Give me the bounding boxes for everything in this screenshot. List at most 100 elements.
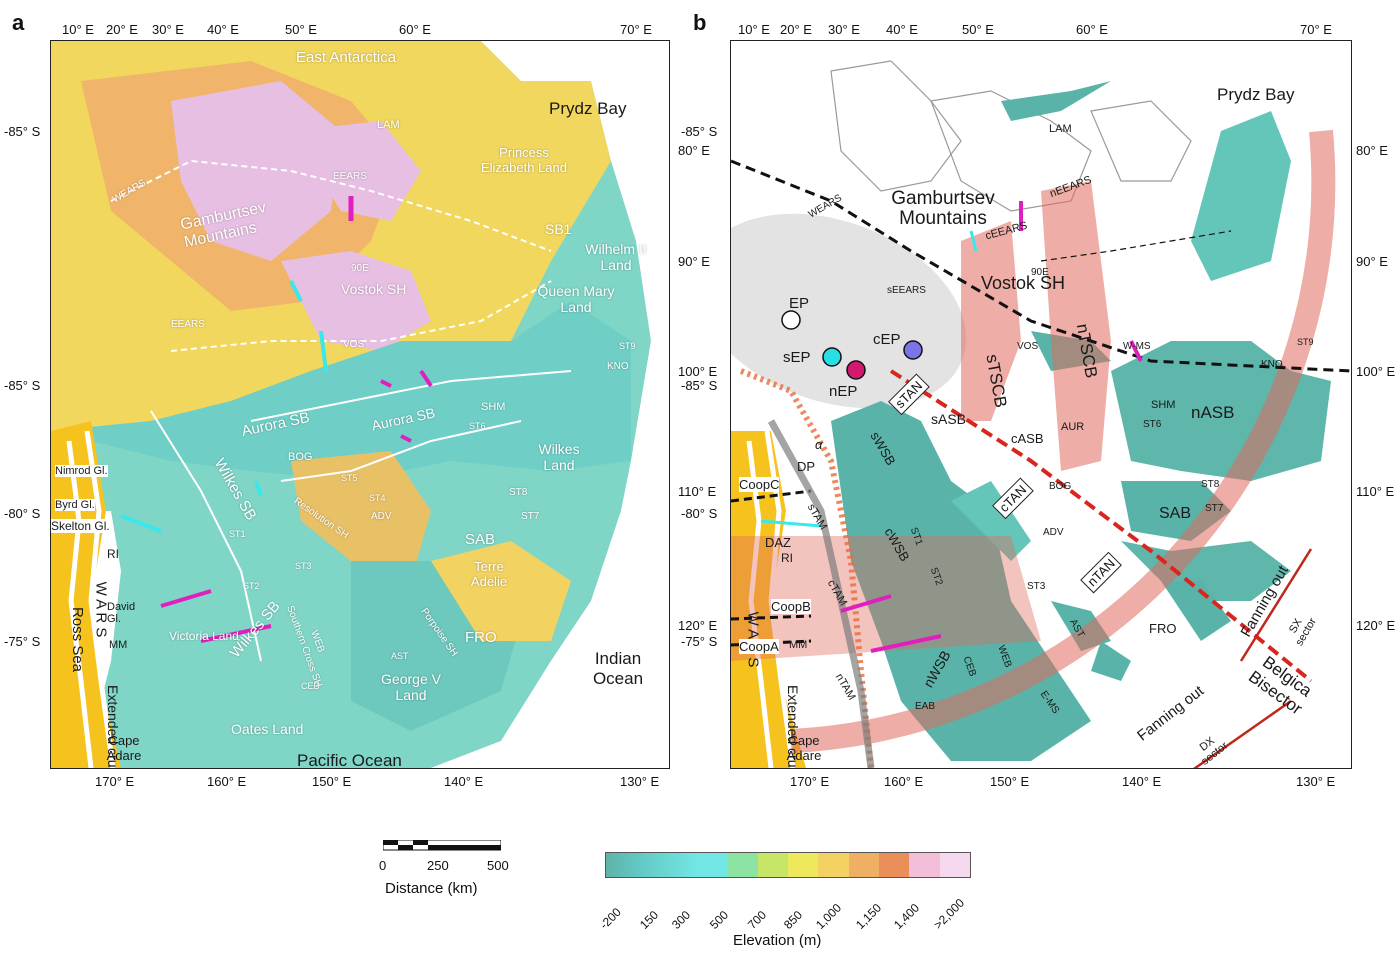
lat-tick: -85° S xyxy=(4,124,41,139)
map-label: ST6 xyxy=(469,421,486,431)
colorbar-tick: 850 xyxy=(781,907,806,932)
colorbar-tick: -200 xyxy=(597,905,624,932)
map-label: Oates Land xyxy=(231,721,304,737)
map-label: East Antarctica xyxy=(296,49,397,66)
map-label: CoopB xyxy=(771,599,811,614)
lon-tick: 140° E xyxy=(1122,774,1162,789)
map-label: Terre Adelie xyxy=(470,559,508,589)
colorbar-swatch xyxy=(818,853,849,877)
map-label: ADV xyxy=(371,511,392,522)
map-label: cASB xyxy=(1011,431,1044,446)
lon-tick: 150° E xyxy=(990,774,1030,789)
colorbar-tick: 500 xyxy=(707,907,732,932)
colorbar-tick: 150 xyxy=(637,907,662,932)
map-label: ST4 xyxy=(369,493,386,503)
map-label: ADV xyxy=(1043,527,1064,538)
lon-tick: 20° E xyxy=(106,22,138,37)
ep-marker xyxy=(781,310,801,330)
lon-tick: 80° E xyxy=(678,143,710,158)
map-label: 90E xyxy=(351,263,369,274)
map-label: sEEARS xyxy=(887,285,926,296)
lat-tick: -75° S xyxy=(681,634,718,649)
map-label: BOG xyxy=(288,451,313,463)
map-label: DP xyxy=(797,459,816,474)
map-label: CoopA xyxy=(739,639,779,654)
colorbar-swatch xyxy=(848,853,879,877)
scale-tick: 500 xyxy=(487,858,509,873)
map-label: Queen Mary Land xyxy=(537,283,615,315)
colorbar-swatch xyxy=(606,853,637,877)
colorbar-swatch xyxy=(666,853,697,877)
colorbar-swatch xyxy=(727,853,758,877)
colorbar-swatch xyxy=(696,853,728,877)
lon-tick: 150° E xyxy=(312,774,352,789)
map-label: 90E xyxy=(1031,267,1049,278)
map-label: FRO xyxy=(1149,621,1177,636)
panel-b-letter: b xyxy=(693,10,707,35)
map-label: LAM xyxy=(377,119,400,131)
map-label: α xyxy=(815,437,823,452)
map-label: CoopC xyxy=(739,477,780,492)
map-label: Nimrod Gl. xyxy=(55,465,108,477)
map-label: MM xyxy=(789,639,808,651)
nep-marker xyxy=(846,360,866,380)
map-label: BOG xyxy=(1049,481,1072,492)
colorbar-swatch xyxy=(787,853,819,877)
colorbar-tick: 700 xyxy=(745,907,770,932)
map-label: sASB xyxy=(931,411,967,427)
lon-tick: 90° E xyxy=(1356,254,1388,269)
colorbar-ticks: -200 150 300 500 700 850 1,000 1,150 1,4… xyxy=(597,880,969,932)
map-label: Skelton Gl. xyxy=(51,519,110,533)
map-label: AST xyxy=(391,651,409,661)
map-label: SHM xyxy=(481,401,506,413)
lon-tick: 30° E xyxy=(152,22,184,37)
colorbar-tick: 1,000 xyxy=(813,900,845,932)
lon-tick: 120° E xyxy=(1356,618,1396,633)
map-label: W-MS xyxy=(1123,341,1151,352)
colorbar-swatch xyxy=(909,853,940,877)
lat-tick: -85° S xyxy=(4,378,41,393)
lon-tick: 50° E xyxy=(285,22,317,37)
map-label: LAM xyxy=(1049,123,1072,135)
lon-tick: 80° E xyxy=(1356,143,1388,158)
colorbar-title: Elevation (m) xyxy=(733,932,822,949)
lon-tick: 110° E xyxy=(1356,484,1395,499)
map-label: Prydz Bay xyxy=(549,99,627,118)
lat-tick: -80° S xyxy=(4,506,41,521)
lat-tick: -80° S xyxy=(681,506,718,521)
elevation-map-a xyxy=(51,41,669,768)
lon-tick: 100° E xyxy=(678,364,718,379)
map-label: SAB xyxy=(465,531,496,548)
colorbar-tick: 300 xyxy=(669,907,694,932)
map-label: EP xyxy=(789,295,810,312)
map-label: ST5 xyxy=(341,473,358,483)
sep-marker xyxy=(822,347,842,367)
panel-a-letter: a xyxy=(12,10,25,35)
map-label: CEB xyxy=(301,681,320,691)
map-label: RI xyxy=(781,551,793,565)
map-label: ST7 xyxy=(1205,503,1224,514)
map-label: RI xyxy=(107,547,119,561)
lon-tick: 10° E xyxy=(62,22,94,37)
scale-tick: 0 xyxy=(379,858,387,873)
lon-tick: 170° E xyxy=(790,774,830,789)
map-label: Vostok SH xyxy=(341,281,407,297)
interpretation-map-b xyxy=(731,60,1351,768)
map-label: Prydz Bay xyxy=(1217,85,1295,104)
panel-a-map: East Antarctica LAM Princess Elizabeth L… xyxy=(50,40,670,769)
map-label: ST8 xyxy=(509,487,528,498)
map-label: ST7 xyxy=(521,511,540,522)
map-label: DAZ xyxy=(765,535,791,550)
colorbar-tick: 1,150 xyxy=(853,900,885,932)
map-label: Vostok SH xyxy=(981,273,1066,293)
colorbar-swatch xyxy=(939,853,970,877)
lon-tick: 60° E xyxy=(1076,22,1108,37)
cep-marker xyxy=(903,340,923,360)
lon-tick: 90° E xyxy=(678,254,710,269)
lon-tick: 70° E xyxy=(1300,22,1332,37)
colorbar-swatch xyxy=(636,853,667,877)
map-label: Pacific Ocean xyxy=(297,751,402,769)
lat-tick: -85° S xyxy=(681,378,718,393)
lon-tick: 130° E xyxy=(1296,774,1336,789)
map-label: David Gl. xyxy=(107,601,136,625)
